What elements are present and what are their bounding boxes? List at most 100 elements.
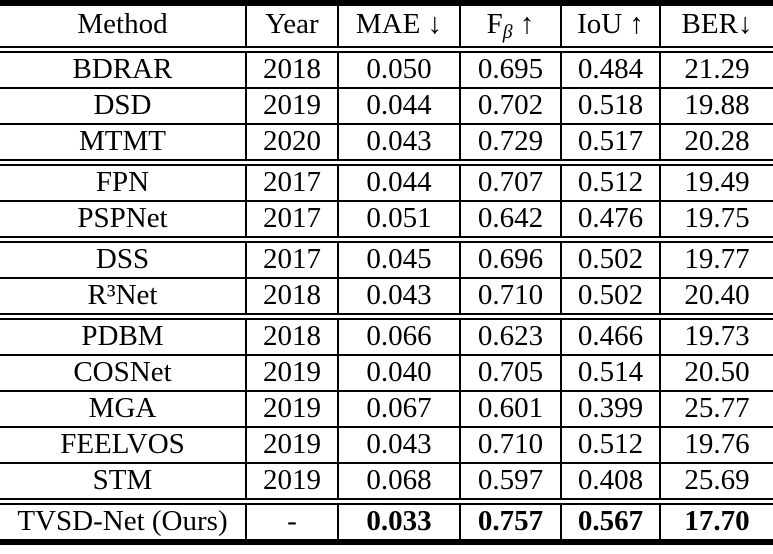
cell-f-beta: 0.642 (460, 201, 562, 240)
cell-year: 2019 (246, 355, 339, 391)
table-row: STM 2019 0.068 0.597 0.408 25.69 (0, 463, 773, 502)
cell-method: MGA (0, 391, 247, 427)
cell-method: PSPNet (0, 201, 247, 240)
column-header-year: Year (246, 3, 339, 50)
cell-f-beta: 0.696 (460, 239, 562, 278)
cell-method: FEELVOS (0, 427, 247, 463)
cell-mae: 0.067 (338, 391, 461, 427)
cell-ber: 19.75 (684, 202, 750, 235)
cell-ber: 19.73 (684, 320, 750, 353)
cell-method: FPN (0, 162, 247, 201)
cell-mae: 0.068 (338, 463, 461, 502)
cell-f-beta: 0.601 (460, 391, 562, 427)
cell-mae: 0.066 (338, 316, 461, 355)
table-row: DSS 2017 0.045 0.696 0.502 19.77 (0, 239, 773, 278)
table-row: MGA 2019 0.067 0.601 0.399 25.77 (0, 391, 773, 427)
cell-mae: 0.040 (338, 355, 461, 391)
cell-mae: 0.045 (338, 239, 461, 278)
cell-ber: 20.50 (684, 356, 750, 389)
cell-mae: 0.050 (338, 49, 461, 88)
cell-ber: 25.77 (684, 392, 750, 425)
column-label: Method (77, 7, 168, 40)
cell-iou: 0.514 (561, 355, 661, 391)
table-section-3: DSS 2017 0.045 0.696 0.502 19.77 R³Net 2018 0.04… (0, 239, 773, 317)
table-row: PDBM 2018 0.066 0.623 0.466 19.73 (0, 316, 773, 355)
column-label: MAE (355, 7, 421, 40)
cell-f-beta: 0.707 (460, 162, 562, 201)
cell-year: 2020 (246, 124, 339, 163)
cell-iou: 0.399 (561, 391, 661, 427)
cell-year: 2019 (246, 391, 339, 427)
column-label: Year (265, 7, 319, 40)
column-label: F (486, 7, 503, 40)
cell-iou: 0.512 (561, 162, 661, 201)
column-label: IoU (577, 7, 623, 40)
cell-year: 2017 (246, 201, 339, 240)
table-row: COSNet 2019 0.040 0.705 0.514 20.50 (0, 355, 773, 391)
cell-ber: 19.77 (684, 243, 750, 276)
cell-year: - (246, 501, 339, 542)
column-arrow: ↑ (512, 7, 535, 40)
cell-iou: 0.512 (561, 427, 661, 463)
cell-f-beta: 0.705 (460, 355, 562, 391)
cell-method: PDBM (0, 316, 247, 355)
cell-f-beta: 0.695 (460, 49, 562, 88)
cell-iou: 0.408 (561, 463, 661, 502)
column-label: BER (681, 7, 738, 40)
cell-mae: 0.043 (338, 278, 461, 317)
cell-method: TVSD-Net (Ours) (0, 501, 247, 542)
table-row: DSD 2019 0.044 0.702 0.518 19.88 (0, 88, 773, 124)
cell-iou: 0.502 (561, 239, 661, 278)
cell-year: 2019 (246, 427, 339, 463)
cell-iou: 0.502 (561, 278, 661, 317)
cell-method: BDRAR (0, 49, 247, 88)
table-header: Method Year MAE ↓ Fβ ↑ IoU ↑ BER↓ (0, 3, 773, 50)
cell-iou: 0.567 (561, 501, 661, 542)
table-row: FPN 2017 0.044 0.707 0.512 19.49 (0, 162, 773, 201)
cell-method: R³Net (0, 278, 247, 317)
table-row: R³Net 2018 0.043 0.710 0.502 20.40 (0, 278, 773, 317)
cell-f-beta: 0.623 (460, 316, 562, 355)
cell-year: 2017 (246, 162, 339, 201)
cell-iou: 0.517 (561, 124, 661, 163)
table-section-2: FPN 2017 0.044 0.707 0.512 19.49 PSPNet 2017 0.0… (0, 162, 773, 240)
cell-method: DSS (0, 239, 247, 278)
column-subscript: β (502, 20, 513, 43)
header-row: Method Year MAE ↓ Fβ ↑ IoU ↑ BER↓ (0, 3, 773, 50)
cell-iou: 0.476 (561, 201, 661, 240)
column-header-mae: MAE ↓ (338, 3, 461, 50)
cell-ber: 21.29 (684, 53, 750, 86)
cell-year: 2019 (246, 463, 339, 502)
cell-method: MTMT (0, 124, 247, 163)
column-header-method: Method (0, 3, 247, 50)
cell-ber: 17.70 (684, 505, 750, 538)
cell-mae: 0.051 (338, 201, 461, 240)
cell-f-beta: 0.729 (460, 124, 562, 163)
column-header-iou: IoU ↑ (561, 3, 661, 50)
cell-f-beta: 0.702 (460, 88, 562, 124)
cell-mae: 0.044 (338, 162, 461, 201)
cell-mae: 0.044 (338, 88, 461, 124)
column-arrow: ↓ (737, 7, 753, 40)
cell-ber: 19.88 (684, 89, 750, 122)
table-section-4: PDBM 2018 0.066 0.623 0.466 19.73 COSNet 2019 0.… (0, 316, 773, 502)
cell-method: STM (0, 463, 247, 502)
cell-f-beta: 0.757 (460, 501, 562, 542)
cell-mae: 0.043 (338, 427, 461, 463)
table-row: MTMT 2020 0.043 0.729 0.517 20.28 (0, 124, 773, 163)
cell-method: DSD (0, 88, 247, 124)
cell-ber: 20.28 (684, 125, 750, 158)
table-section-1: BDRAR 2018 0.050 0.695 0.484 21.29 DSD 2019 0.04… (0, 49, 773, 163)
cell-ber: 25.69 (684, 464, 750, 497)
cell-f-beta: 0.710 (460, 278, 562, 317)
table-row: BDRAR 2018 0.050 0.695 0.484 21.29 (0, 49, 773, 88)
table-section-5: TVSD-Net (Ours) -0.033 0.757 0.567 17.70 (0, 501, 773, 542)
cell-iou: 0.518 (561, 88, 661, 124)
cell-year: 2017 (246, 239, 339, 278)
cell-year: 2018 (246, 316, 339, 355)
table-row: PSPNet 2017 0.051 0.642 0.476 19.75 (0, 201, 773, 240)
cell-mae: 0.033 (338, 501, 461, 542)
cell-ber: 19.49 (684, 166, 750, 199)
